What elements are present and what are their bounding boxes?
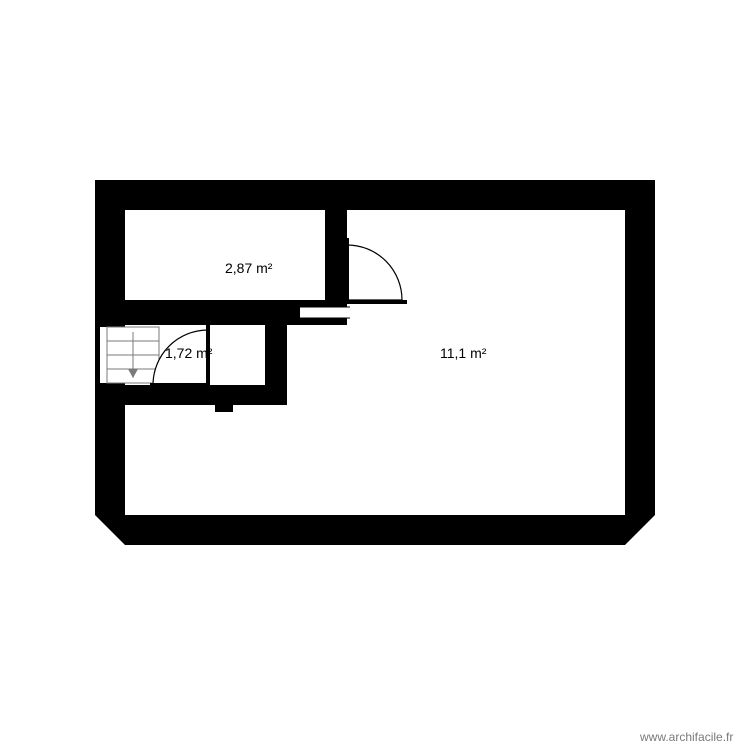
watermark-text: www.archifacile.fr <box>640 730 733 744</box>
room-label-small-top: 2,87 m² <box>225 260 272 276</box>
room-label-main: 11,1 m² <box>440 345 486 361</box>
floorplan-canvas: 2,87 m² 1,72 m² 11,1 m² www.archifacile.… <box>0 0 750 750</box>
floorplan-svg <box>0 0 750 750</box>
room-label-stairwell: 1,72 m² <box>165 345 212 361</box>
